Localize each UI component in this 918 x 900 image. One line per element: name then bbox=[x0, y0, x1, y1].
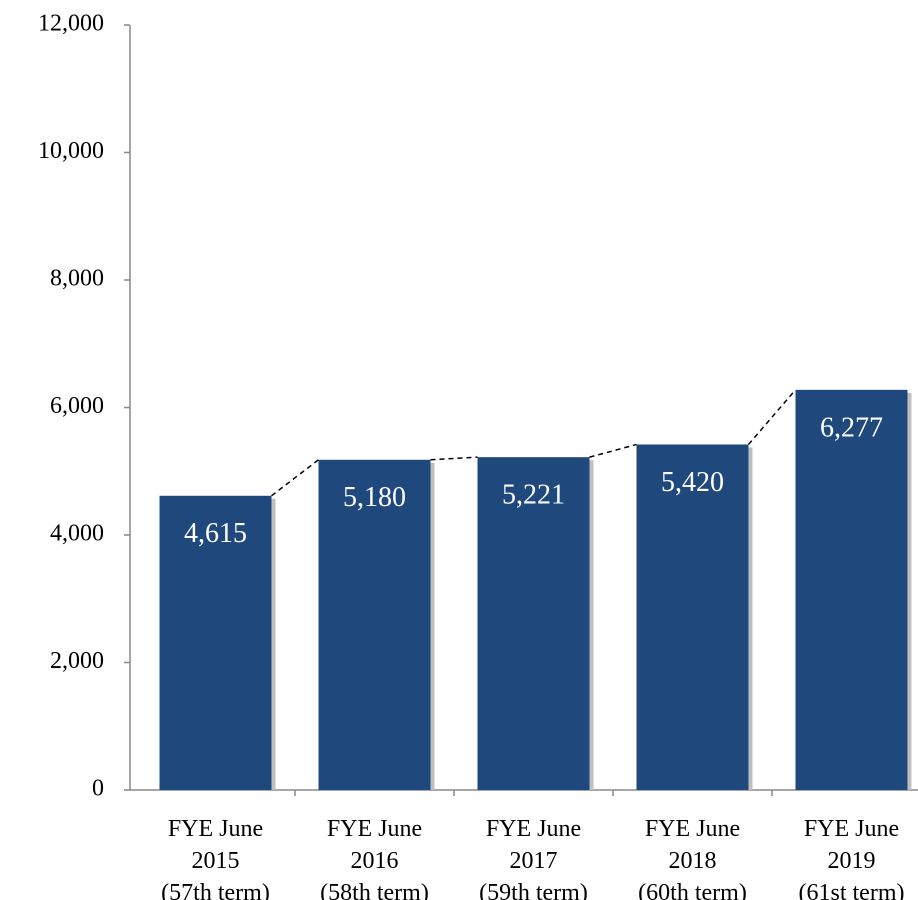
connector bbox=[747, 389, 797, 445]
connector bbox=[589, 443, 637, 458]
bar bbox=[318, 459, 431, 790]
x-tick-label-line: (58th term) bbox=[320, 880, 429, 900]
x-tick-label-line: FYE June bbox=[486, 816, 581, 842]
value-label: 5,180 bbox=[343, 482, 406, 513]
x-tick-label-line: (57th term) bbox=[161, 880, 270, 900]
connector bbox=[271, 459, 319, 497]
x-tick-label-line: (59th term) bbox=[479, 880, 588, 900]
y-tick-label: 10,000 bbox=[38, 138, 104, 164]
x-tick-label-line: FYE June bbox=[645, 816, 740, 842]
x-tick-label: FYE June 2018 (60th term) bbox=[638, 816, 747, 900]
y-tick-label: 0 bbox=[92, 776, 104, 802]
x-tick-label: FYE June 2019 (61st term) bbox=[799, 816, 905, 900]
x-tick-label-line: 2016 bbox=[351, 848, 399, 874]
x-tick-label-line: 2019 bbox=[828, 848, 876, 874]
x-tick-label: FYE June 2016 (58th term) bbox=[320, 816, 429, 900]
y-tick-label: 2,000 bbox=[50, 648, 104, 674]
x-tick-label: FYE June 2015 (57th term) bbox=[161, 816, 270, 900]
x-tick-label-line: 2017 bbox=[510, 848, 558, 874]
x-tick-label-line: FYE June bbox=[327, 816, 422, 842]
value-label: 4,615 bbox=[184, 518, 247, 549]
bar bbox=[477, 457, 590, 790]
x-tick-label-line: (61st term) bbox=[799, 880, 905, 900]
x-tick-label-line: FYE June bbox=[804, 816, 899, 842]
x-tick-label-line: 2015 bbox=[192, 848, 240, 874]
value-label: 6,277 bbox=[820, 412, 883, 443]
bar bbox=[159, 495, 272, 790]
value-label: 5,221 bbox=[502, 480, 565, 511]
y-tick-label: 6,000 bbox=[50, 393, 104, 419]
y-tick-label: 4,000 bbox=[50, 521, 104, 547]
y-tick-label: 12,000 bbox=[38, 11, 104, 37]
connector bbox=[430, 456, 478, 461]
x-tick-label-line: 2018 bbox=[669, 848, 717, 874]
x-tick-label: FYE June 2017 (59th term) bbox=[479, 816, 588, 900]
x-tick-label-line: FYE June bbox=[168, 816, 263, 842]
x-tick-label-line: (60th term) bbox=[638, 880, 747, 900]
y-tick-label: 8,000 bbox=[50, 266, 104, 292]
value-label: 5,420 bbox=[661, 467, 724, 498]
bar bbox=[636, 444, 749, 790]
bar bbox=[795, 389, 908, 790]
